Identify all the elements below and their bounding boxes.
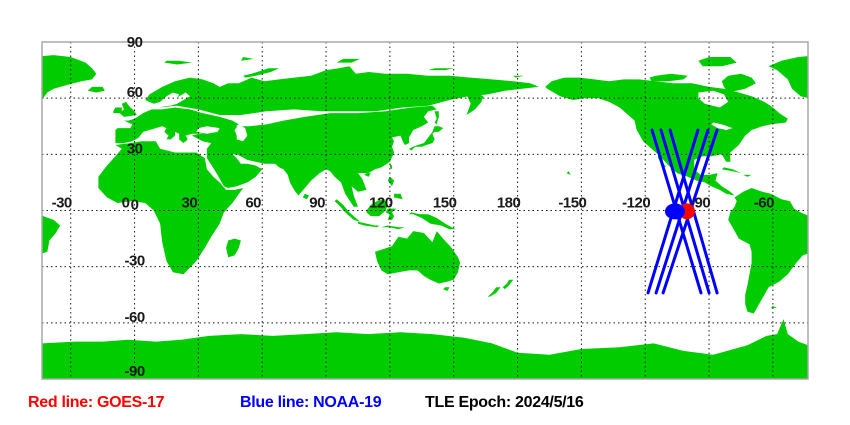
lon-label: -30: [52, 195, 72, 212]
land-borneo: [366, 199, 388, 217]
land-sulawesi: [385, 208, 397, 220]
lon-label: 0: [122, 195, 130, 212]
land-russia-north: [145, 66, 539, 115]
land-nz-north: [502, 279, 514, 290]
land-africa: [98, 141, 244, 275]
land-greenland: [768, 56, 808, 98]
land-iceland: [87, 86, 105, 93]
land-hispaniola: [743, 174, 752, 177]
lon-label: 60: [245, 195, 261, 212]
axis-label-layer: -30 0 30 60 90 120 150 180 -150 -120 -90 -60 90 60 30 0…: [52, 34, 775, 380]
land-antarctica: [42, 319, 808, 379]
land-australia: [375, 231, 461, 284]
land-hainan: [364, 173, 371, 177]
lat-label: -60: [125, 309, 145, 326]
land-tasmania: [443, 287, 450, 291]
land-lesser-sunda: [381, 225, 405, 230]
noaa-19-dot: [665, 203, 685, 220]
lat-label: 60: [127, 84, 143, 101]
land-antarctica: [808, 319, 850, 379]
land-mindanao: [394, 193, 403, 200]
lake-baltic-sea: [168, 92, 190, 106]
land-novaya-zemlya: [243, 68, 280, 78]
land-victoria-island: [649, 73, 688, 82]
land-north-america: [545, 77, 788, 196]
lat-label: 30: [127, 140, 143, 157]
land-falklands: [770, 306, 778, 308]
land-arabia: [206, 152, 263, 188]
lat-label: 0: [131, 197, 139, 214]
land-severnaya-zemlya: [336, 58, 361, 63]
land-franz-josef: [240, 57, 254, 61]
lon-label: -120: [622, 195, 650, 212]
land-sumatra: [334, 199, 361, 222]
lat-label: 90: [127, 34, 143, 51]
land-greenland: [42, 55, 97, 99]
land-new-siberian-islands: [428, 68, 454, 71]
land-java: [358, 221, 380, 228]
lat-label: -90: [125, 363, 145, 380]
legend-tle-epoch: TLE Epoch: 2024/5/16: [425, 394, 584, 411]
land-south-america: [42, 215, 61, 254]
land-great-britain: [119, 101, 137, 117]
land-sakhalin: [434, 111, 439, 125]
lon-label: -60: [754, 195, 774, 212]
land-japan: [409, 126, 444, 151]
land-layer: [0, 55, 850, 379]
land-south-america: [728, 188, 808, 314]
lake-black-sea: [196, 126, 220, 134]
lake-caspian-sea: [234, 124, 248, 142]
lon-label: 90: [309, 195, 325, 212]
land-asia-south: [192, 105, 437, 207]
lon-label: -150: [558, 195, 586, 212]
land-antarctica: [0, 319, 42, 379]
land-taiwan: [389, 163, 392, 170]
legend-bar: Red line: GOES-17 Blue line: NOAA-19 TLE…: [0, 394, 850, 416]
lake-hudson-bay: [698, 90, 729, 108]
land-wrangel: [513, 75, 524, 78]
land-nz-south: [487, 287, 501, 297]
legend-goes17: Red line: GOES-17: [28, 394, 165, 411]
land-ellesmere-island: [698, 57, 737, 67]
land-europe: [115, 107, 239, 144]
map-frame: [41, 41, 809, 380]
land-baffin-island: [721, 73, 756, 93]
lon-label: 150: [433, 195, 457, 212]
lake-layer: [168, 90, 733, 142]
land-cuba: [721, 167, 741, 174]
land-svalbard: [164, 60, 192, 65]
land-new-guinea: [409, 212, 456, 230]
lon-label: -90: [690, 195, 710, 212]
lake-great-lakes: [711, 122, 733, 130]
land-sri-lanka: [302, 193, 309, 200]
lon-label: 120: [369, 195, 393, 212]
legend-noaa19: Blue line: NOAA-19: [240, 394, 382, 411]
lon-label: 180: [497, 195, 521, 212]
land-luzon: [387, 176, 395, 187]
graticule-layer: [42, 42, 808, 379]
land-madagascar: [226, 238, 241, 258]
lat-label: -30: [125, 253, 145, 270]
lon-label: 30: [182, 195, 198, 212]
land-ireland: [113, 107, 122, 114]
land-hawaii: [566, 171, 571, 175]
